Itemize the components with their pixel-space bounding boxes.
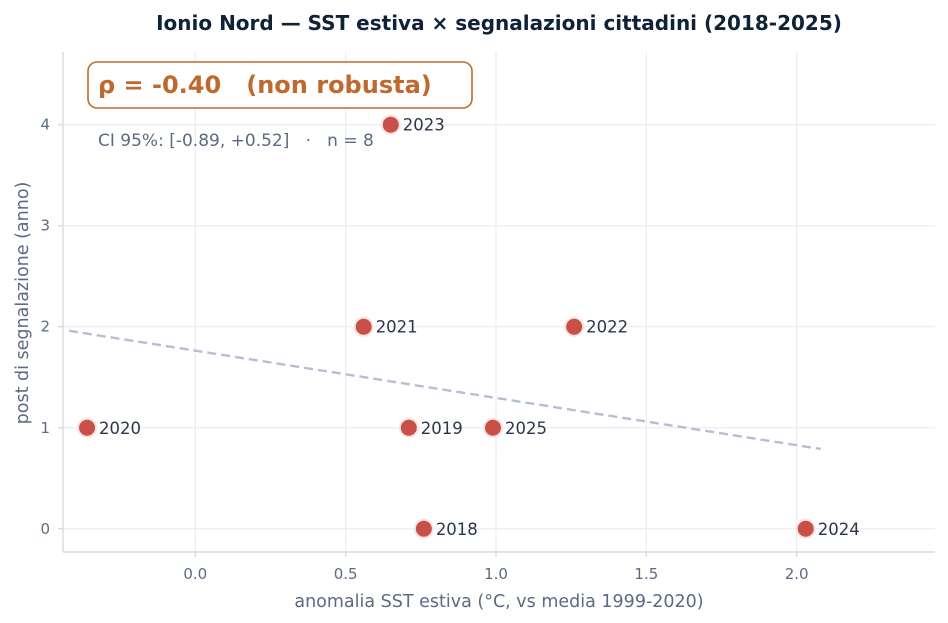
point-label: 2021 [376, 318, 418, 337]
axes [62, 52, 935, 553]
x-tick-label: 0.0 [183, 565, 207, 583]
scatter-point [380, 114, 401, 135]
x-tick-label: 1.0 [484, 565, 508, 583]
y-tick-label: 3 [40, 217, 50, 235]
y-tick-label: 4 [40, 116, 50, 134]
x-tick-label: 0.5 [334, 565, 358, 583]
chart-title: Ionio Nord — SST estiva × segnalazioni c… [156, 11, 842, 35]
scatter-point [77, 417, 98, 438]
point-label: 2019 [421, 419, 463, 438]
scatter-point [564, 316, 585, 337]
correlation-annotation: ρ = -0.40 (non robusta) [98, 71, 432, 99]
annotation-box: ρ = -0.40 (non robusta) [87, 61, 473, 109]
x-tick-label: 2.0 [785, 565, 809, 583]
data-points: 2018 2019 2020 2021 2022 2023 2024 2025 [77, 114, 860, 539]
y-tick-label: 0 [40, 520, 50, 538]
confidence-interval-annotation: CI 95%: [-0.89, +0.52] · n = 8 [98, 131, 374, 151]
point-label: 2024 [818, 520, 860, 539]
y-axis-label: post di segnalazione (anno) [13, 182, 33, 425]
scatter-point [353, 316, 374, 337]
point-label: 2020 [99, 419, 141, 438]
annotation-frame [87, 61, 473, 109]
point-label: 2022 [586, 318, 628, 337]
trend-line-group [68, 329, 821, 451]
x-tick-label: 1.5 [634, 565, 658, 583]
point-label: 2023 [403, 116, 445, 135]
y-axis-ticks: 0 1 2 3 4 [40, 116, 63, 538]
y-tick-label: 2 [40, 318, 50, 336]
trend-line [68, 329, 821, 451]
point-label: 2018 [436, 520, 478, 539]
grid [63, 52, 935, 552]
scatter-point [413, 518, 434, 539]
y-tick-label: 1 [40, 419, 50, 437]
scatter-point [482, 417, 503, 438]
scatter-point [795, 518, 816, 539]
x-axis-label: anomalia SST estiva (°C, vs media 1999-2… [294, 592, 703, 612]
scatter-point [398, 417, 419, 438]
point-label: 2025 [505, 419, 547, 438]
x-axis-ticks: 0.0 0.5 1.0 1.5 2.0 [183, 552, 809, 583]
